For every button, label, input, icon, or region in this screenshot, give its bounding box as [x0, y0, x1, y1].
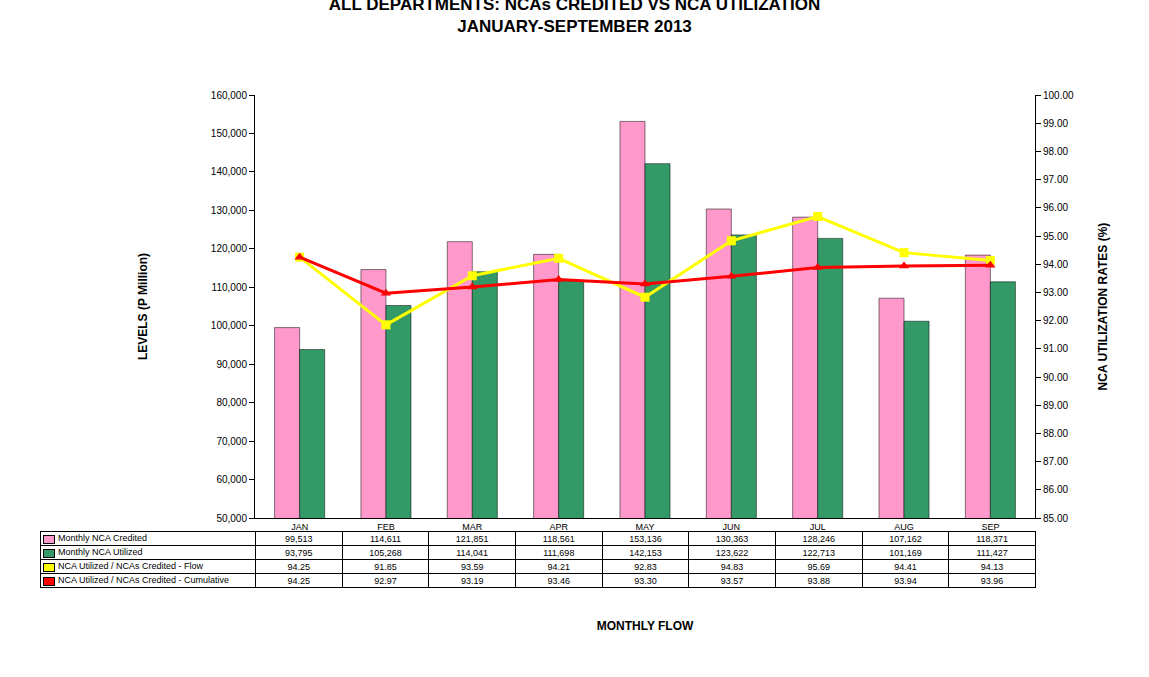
svg-text:FEB: FEB [377, 522, 395, 532]
svg-text:50,000: 50,000 [216, 513, 247, 524]
svg-text:MAR: MAR [462, 522, 483, 532]
html-text:92.83: 92.83 [634, 561, 657, 572]
svg-text:AUG: AUG [894, 522, 914, 532]
svg-text:90,000: 90,000 [216, 359, 247, 370]
svg-text:LEVELS (P Million): LEVELS (P Million) [136, 253, 150, 360]
html-text:92.97: 92.97 [374, 575, 397, 586]
svg-text:150,000: 150,000 [211, 128, 248, 139]
html-text:93.88: 93.88 [807, 575, 830, 586]
svg-text:93.00: 93.00 [1043, 287, 1068, 298]
svg-text:96.00: 96.00 [1043, 202, 1068, 213]
svg-text:100,000: 100,000 [211, 320, 248, 331]
svg-text:120,000: 120,000 [211, 243, 248, 254]
html-text:118,561: 118,561 [542, 533, 575, 544]
svg-text:MAY: MAY [636, 522, 655, 532]
html-text:93.19: 93.19 [460, 575, 484, 586]
svg-text:130,000: 130,000 [211, 205, 248, 216]
html-text:93.30: 93.30 [634, 575, 657, 586]
svg-text:86.00: 86.00 [1043, 484, 1068, 495]
svg-text:88.00: 88.00 [1043, 428, 1068, 439]
html-text:142,153: 142,153 [629, 547, 662, 558]
html-text:114,041: 114,041 [456, 547, 489, 558]
html-text:94.41: 94.41 [894, 561, 917, 572]
html-text:Monthly NCA Utilized: Monthly NCA Utilized [58, 547, 143, 558]
html-text:111,698: 111,698 [543, 547, 575, 558]
html-text:123,622: 123,622 [715, 547, 749, 558]
html-text:101,169: 101,169 [889, 547, 922, 558]
svg-text:95.00: 95.00 [1043, 231, 1068, 242]
html-text:94.25: 94.25 [287, 561, 311, 572]
svg-text:140,000: 140,000 [211, 166, 248, 177]
svg-text:70,000: 70,000 [216, 436, 247, 447]
svg-text:JUL: JUL [810, 522, 826, 532]
html-text:130,363: 130,363 [715, 533, 749, 544]
svg-text:91.00: 91.00 [1043, 343, 1068, 354]
html-text:93.59: 93.59 [460, 561, 484, 572]
svg-text:60,000: 60,000 [216, 474, 247, 485]
html-text:94.21: 94.21 [547, 561, 571, 572]
svg-text:87.00: 87.00 [1043, 456, 1068, 467]
svg-text:99.00: 99.00 [1043, 118, 1068, 129]
svg-text:160,000: 160,000 [211, 90, 248, 101]
svg-text:NCA UTILIZATION RATES (%): NCA UTILIZATION RATES (%) [1096, 223, 1110, 391]
html-text:105,268: 105,268 [369, 547, 402, 558]
html-text:93,795: 93,795 [285, 547, 313, 558]
html-text:NCA Utilized / NCAs Credited -: NCA Utilized / NCAs Credited - Cumulativ… [58, 575, 230, 586]
html-text:107,162: 107,162 [889, 533, 922, 544]
svg-text:ALL DEPARTMENTS: NCAs CREDITED: ALL DEPARTMENTS: NCAs CREDITED VS NCA UT… [329, 0, 820, 36]
html-text:94.13: 94.13 [980, 561, 1004, 572]
svg-text:APR: APR [549, 522, 568, 532]
html-text:122,713: 122,713 [802, 547, 835, 558]
svg-text:89.00: 89.00 [1043, 400, 1068, 411]
svg-text:JAN: JAN [291, 522, 308, 532]
html-text:93.94: 93.94 [894, 575, 917, 586]
svg-text:97.00: 97.00 [1043, 174, 1068, 185]
html-text:111,427: 111,427 [976, 547, 1008, 558]
html-text:118,371: 118,371 [976, 533, 1008, 544]
html-text:NCA Utilized / NCAs Credited -: NCA Utilized / NCAs Credited - Flow [58, 561, 203, 572]
html-text:93.96: 93.96 [980, 575, 1004, 586]
svg-text:100.00: 100.00 [1043, 90, 1074, 101]
html-text:94.83: 94.83 [720, 561, 744, 572]
svg-text:90.00: 90.00 [1043, 372, 1068, 383]
svg-text:92.00: 92.00 [1043, 315, 1068, 326]
svg-text:98.00: 98.00 [1043, 146, 1068, 157]
html-text:93.57: 93.57 [720, 575, 744, 586]
html-text:153,136: 153,136 [629, 533, 662, 544]
html-text:94.25: 94.25 [287, 575, 311, 586]
html-text:93.46: 93.46 [547, 575, 571, 586]
svg-text:110,000: 110,000 [212, 282, 248, 293]
html-text:Monthly NCA Credited: Monthly NCA Credited [58, 533, 147, 544]
html-text:128,246: 128,246 [802, 533, 835, 544]
html-text:99,513: 99,513 [285, 533, 313, 544]
html-text:121,851: 121,851 [455, 533, 489, 544]
svg-text:94.00: 94.00 [1043, 259, 1068, 270]
html-text:91.85: 91.85 [374, 561, 397, 572]
svg-text:JUN: JUN [723, 522, 741, 532]
svg-text:85.00: 85.00 [1043, 513, 1068, 524]
svg-text:80,000: 80,000 [216, 397, 247, 408]
html-text:95.69: 95.69 [807, 561, 830, 572]
html-text:114,611: 114,611 [369, 533, 402, 544]
svg-text:MONTHLY FLOW: MONTHLY FLOW [597, 619, 694, 633]
svg-text:SEP: SEP [981, 522, 999, 532]
